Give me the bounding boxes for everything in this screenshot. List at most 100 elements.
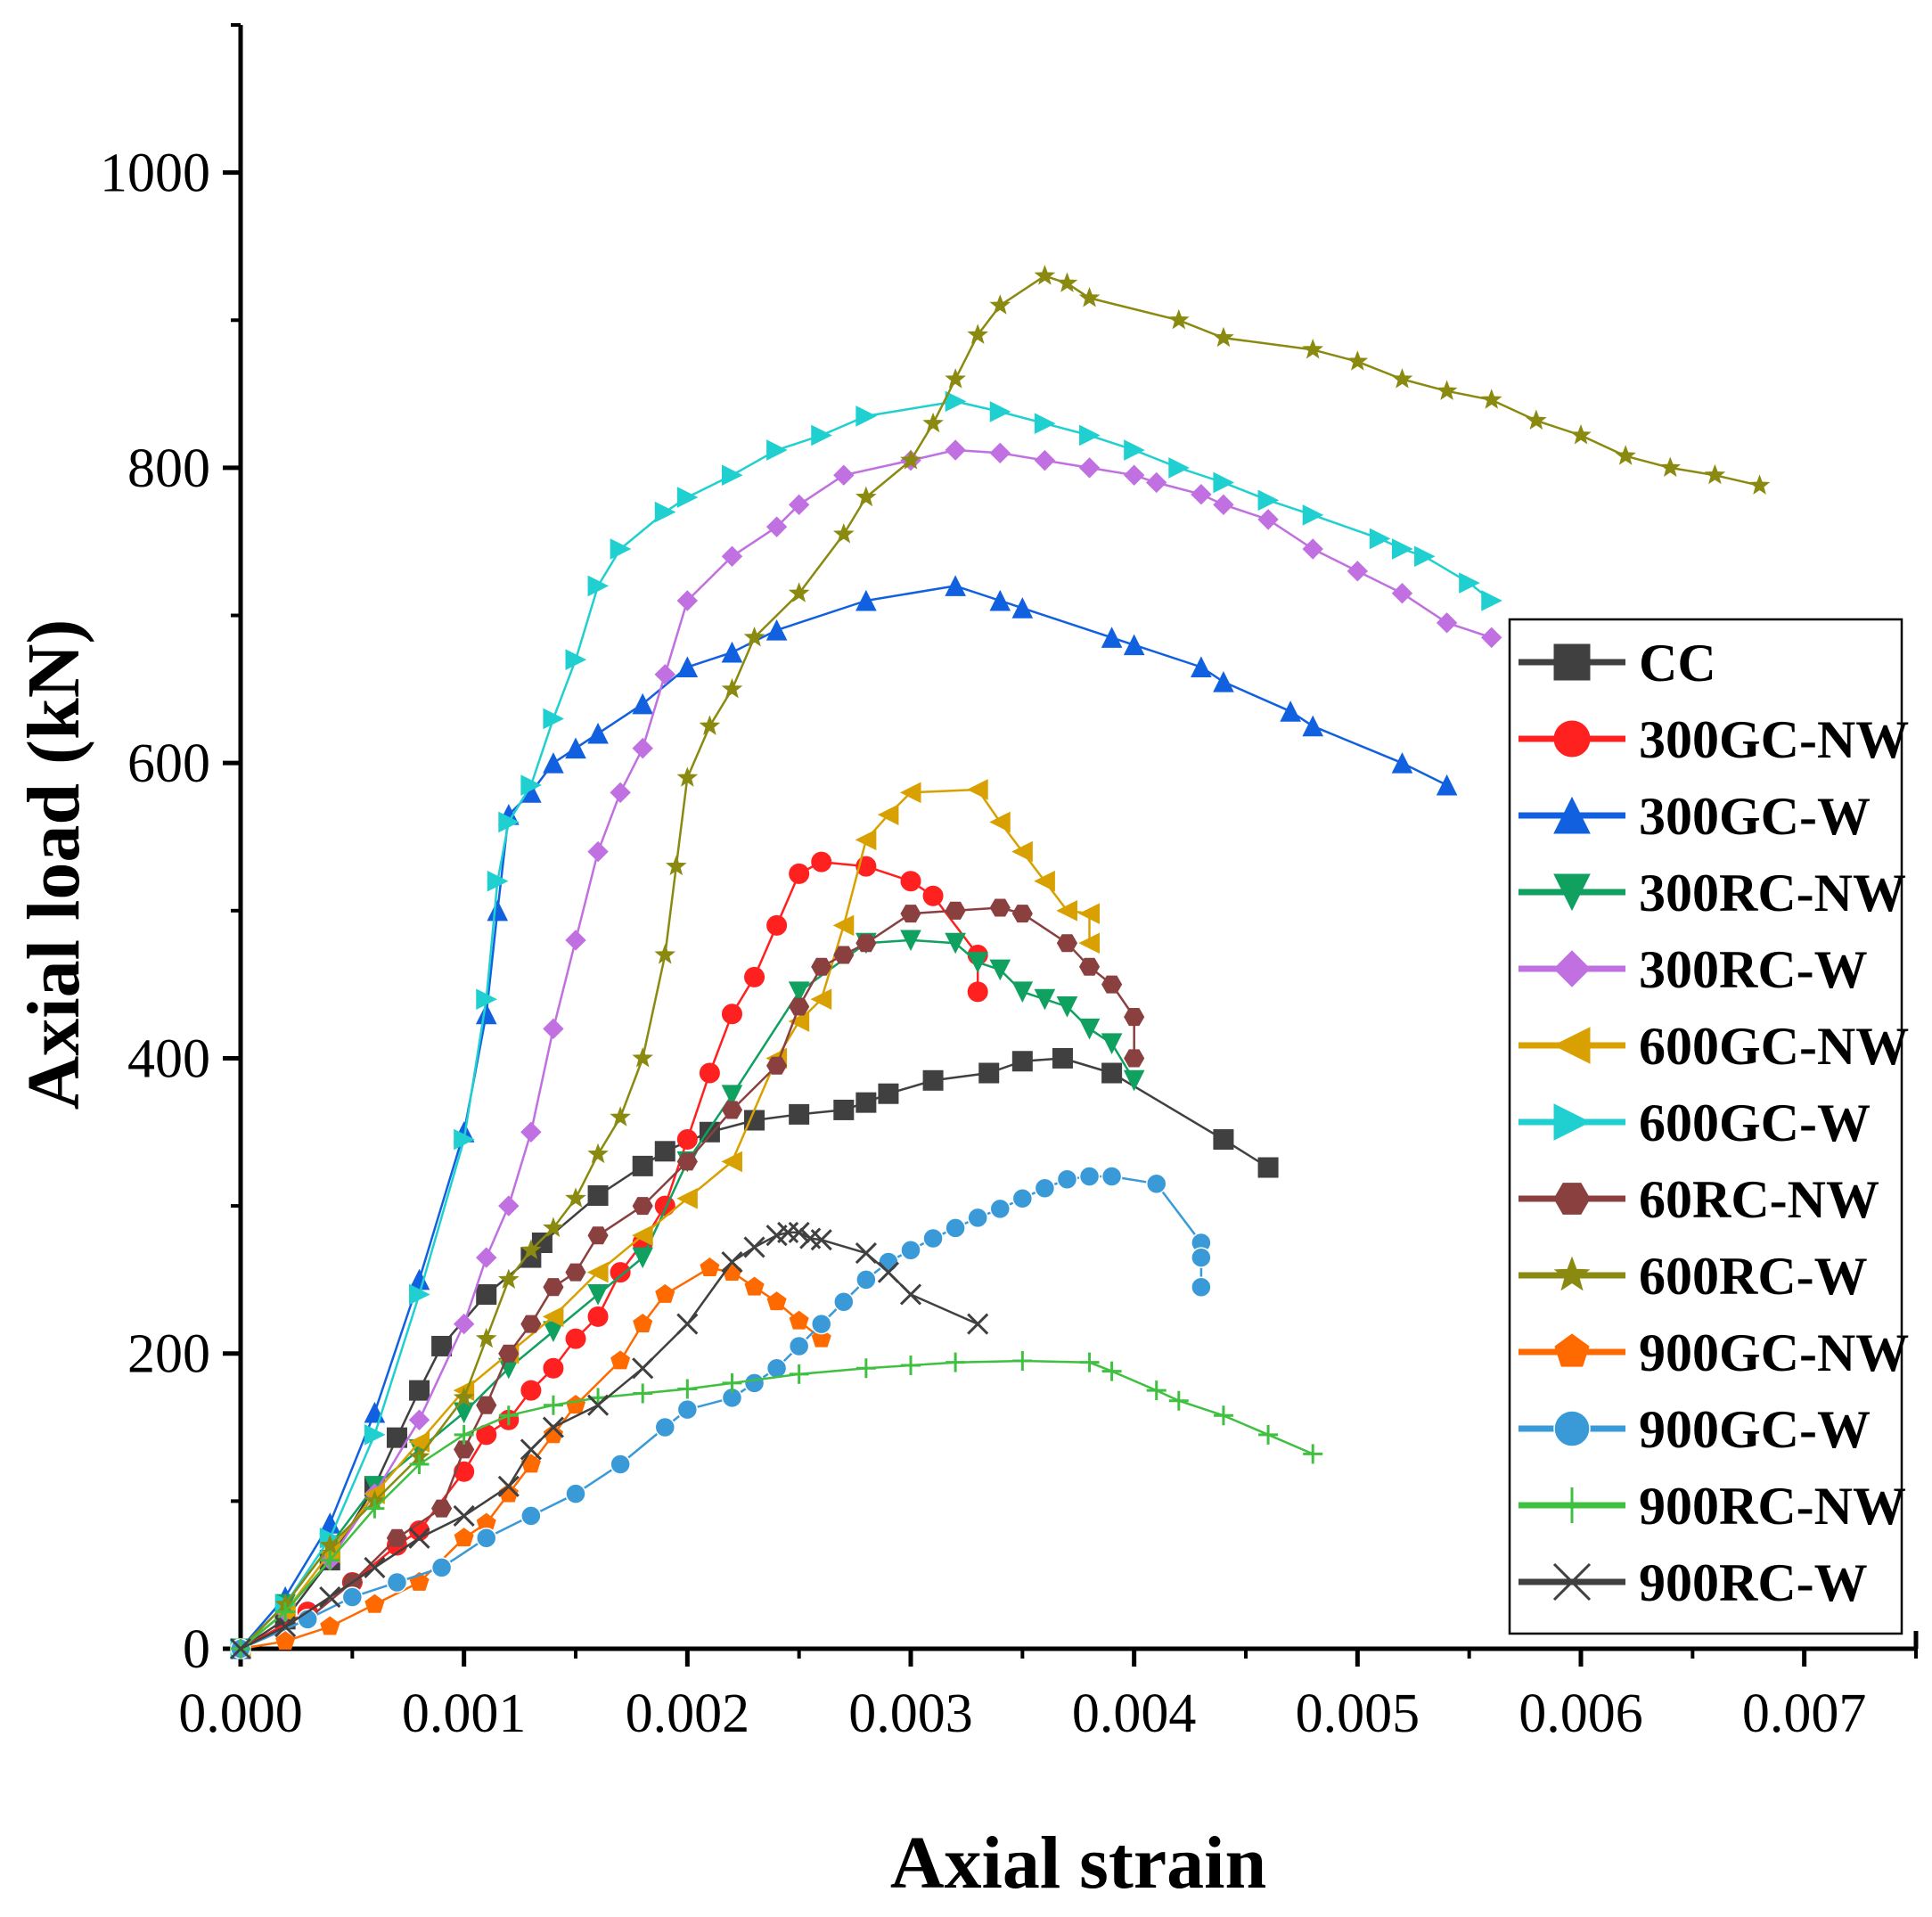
- data-point: [1011, 840, 1033, 863]
- data-point: [565, 1263, 586, 1282]
- data-point: [1191, 1276, 1212, 1298]
- data-point: [453, 1386, 475, 1407]
- legend-label: 60RC-NW: [1639, 1170, 1879, 1229]
- data-point: [676, 766, 699, 787]
- data-point: [1481, 590, 1502, 611]
- data-point: [833, 946, 855, 964]
- data-point: [454, 1424, 474, 1445]
- data-point: [610, 1262, 631, 1283]
- data-point: [476, 1396, 497, 1414]
- y-tick-label: 0: [183, 1619, 210, 1680]
- data-point: [587, 1226, 609, 1245]
- data-point: [855, 1092, 877, 1113]
- data-point: [542, 1416, 564, 1438]
- data-point: [810, 1229, 832, 1251]
- data-point: [543, 1278, 564, 1297]
- data-point: [654, 501, 676, 523]
- data-point: [1213, 494, 1234, 516]
- legend-label: 900GC-W: [1639, 1400, 1871, 1459]
- data-point: [1347, 350, 1369, 371]
- data-point: [587, 1143, 609, 1164]
- data-point: [543, 1018, 564, 1040]
- data-point: [1145, 1173, 1167, 1194]
- data-point: [274, 1616, 297, 1638]
- legend-marker: [1553, 950, 1591, 987]
- data-point: [565, 930, 586, 951]
- series-300rc-nw: [230, 930, 1145, 1660]
- legend-entry-900gc-w: 900GC-W: [1519, 1400, 1871, 1459]
- data-point: [811, 424, 832, 446]
- legend-marker: [1554, 1487, 1590, 1523]
- data-point: [498, 1195, 520, 1217]
- legend-marker: [1553, 1256, 1591, 1291]
- data-point: [542, 1306, 564, 1328]
- data-point: [1101, 975, 1123, 994]
- legend-entry-60rc-nw: 60RC-NW: [1519, 1170, 1879, 1229]
- data-point: [900, 871, 921, 892]
- data-point: [341, 1586, 364, 1608]
- legend: CC 300GC-NW 300GC-W 300RC-NW 300RC-W 600GC-NW…: [1508, 618, 1909, 1635]
- data-point: [855, 934, 877, 953]
- data-point: [1659, 456, 1682, 477]
- data-point: [632, 1155, 653, 1176]
- x-tick-label: 0.003: [848, 1684, 973, 1744]
- data-point: [497, 1475, 520, 1497]
- data-point: [1052, 1047, 1073, 1069]
- data-point: [565, 1187, 586, 1208]
- data-point: [676, 656, 699, 678]
- data-point: [453, 1313, 475, 1335]
- data-point: [1213, 1129, 1234, 1151]
- data-point: [945, 439, 966, 461]
- data-point: [1123, 634, 1145, 656]
- data-point: [945, 901, 966, 920]
- data-point: [922, 885, 944, 906]
- data-point: [1124, 439, 1145, 461]
- data-point: [1369, 528, 1391, 550]
- data-point: [855, 1242, 877, 1265]
- data-point: [586, 1261, 609, 1283]
- data-point: [565, 1328, 586, 1349]
- data-point: [676, 1129, 698, 1151]
- legend-entry-900gc-nw: 900GC-NW: [1519, 1323, 1909, 1382]
- data-point: [743, 1236, 765, 1258]
- series-line-600gc-w: [240, 400, 1493, 1650]
- data-point: [1034, 449, 1056, 471]
- legend-label: 600GC-W: [1639, 1094, 1871, 1152]
- legend-marker: [1552, 1562, 1592, 1602]
- data-point: [431, 1335, 453, 1356]
- x-tick-label: 0.001: [402, 1684, 527, 1744]
- x-tick-label: 0.004: [1072, 1684, 1197, 1744]
- data-point: [1257, 509, 1279, 530]
- data-point: [989, 589, 1011, 611]
- data-point: [945, 932, 966, 954]
- series-900rc-nw: [231, 1351, 1323, 1659]
- data-point: [1124, 1049, 1145, 1068]
- data-point: [777, 1221, 799, 1243]
- series-900gc-w: [230, 1166, 1212, 1659]
- data-point: [632, 1357, 654, 1380]
- series-900rc-w: [229, 1221, 989, 1660]
- series-line-900gc-w: [240, 1175, 1203, 1651]
- data-point: [1436, 612, 1458, 634]
- data-point: [721, 1085, 743, 1106]
- data-point: [788, 981, 810, 1004]
- data-point: [386, 1571, 408, 1593]
- data-point: [788, 1221, 810, 1243]
- data-point: [788, 494, 810, 516]
- data-point: [967, 1207, 988, 1229]
- data-point: [1302, 504, 1324, 526]
- data-point: [899, 1283, 922, 1306]
- data-point: [676, 1398, 699, 1421]
- series-line-600gc-nw: [240, 788, 1091, 1650]
- series-600gc-w: [230, 390, 1502, 1659]
- data-point: [498, 1344, 520, 1363]
- data-point: [543, 1424, 563, 1444]
- series-line-60rc-nw: [240, 906, 1135, 1651]
- data-point: [901, 1355, 921, 1375]
- y-tick-label: 1000: [100, 143, 210, 204]
- data-point: [543, 752, 564, 774]
- data-point: [743, 1372, 765, 1394]
- data-point: [744, 1276, 765, 1296]
- data-point: [1011, 1188, 1034, 1209]
- data-point: [1101, 1062, 1123, 1084]
